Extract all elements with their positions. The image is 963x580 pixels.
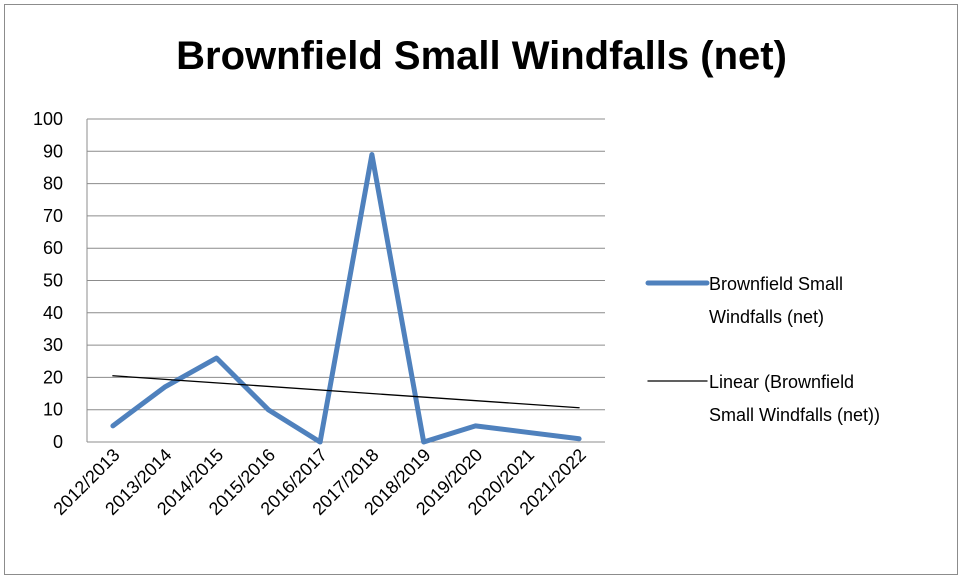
legend: Brownfield Small Windfalls (net) Linear (B… bbox=[645, 274, 880, 425]
legend-entry-label: Brownfield Small bbox=[709, 274, 843, 294]
chart-title: Brownfield Small Windfalls (net) bbox=[176, 34, 787, 78]
chart-frame bbox=[4, 4, 958, 575]
legend-entry-label: Windfalls (net) bbox=[709, 307, 824, 327]
y-tick-label: 100 bbox=[33, 109, 63, 129]
y-tick-label: 90 bbox=[43, 141, 63, 161]
y-tick-label: 10 bbox=[43, 400, 63, 420]
gridlines bbox=[86, 118, 605, 443]
y-tick-label: 60 bbox=[43, 238, 63, 258]
y-tick-label: 80 bbox=[43, 174, 63, 194]
y-tick-label: 40 bbox=[43, 303, 63, 323]
data-series-line bbox=[110, 152, 582, 445]
y-tick-label: 70 bbox=[43, 206, 63, 226]
y-tick-label: 50 bbox=[43, 271, 63, 291]
legend-entry-label: Small Windfalls (net)) bbox=[709, 405, 880, 425]
trendline-series-line bbox=[112, 375, 580, 409]
y-tick-label: 0 bbox=[53, 432, 63, 452]
series-lines bbox=[110, 152, 582, 445]
y-tick-label: 30 bbox=[43, 335, 63, 355]
y-axis-tick-labels: 0 10 20 30 40 50 60 70 80 90 100 bbox=[33, 109, 63, 452]
x-axis-tick-labels: 2012/20132013/20142014/20152015/20162016… bbox=[49, 445, 590, 519]
y-tick-label: 20 bbox=[43, 367, 63, 387]
legend-entry-label: Linear (Brownfield bbox=[709, 372, 854, 392]
